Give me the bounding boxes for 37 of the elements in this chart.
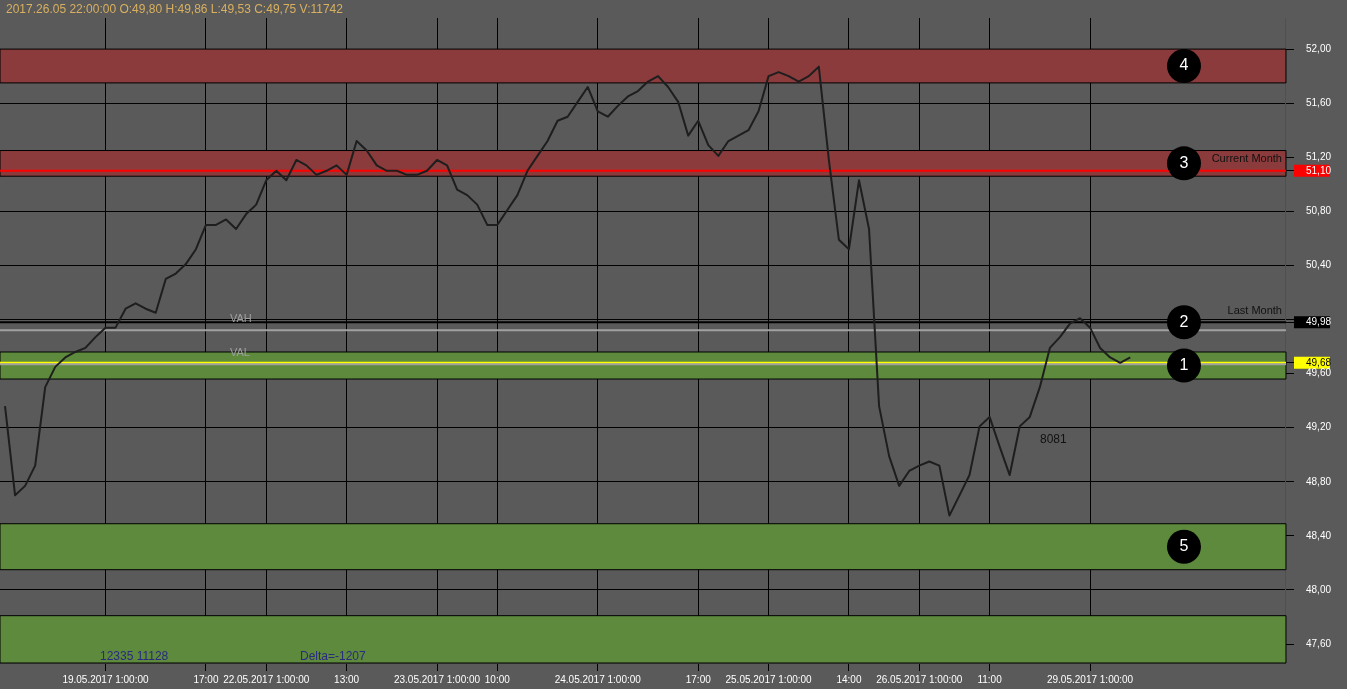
annotation: 12335 11128 [100,649,169,664]
x-tick-label: 23.05.2017 1:00:00 [393,673,481,685]
band-label: 3 [1179,153,1189,171]
y-tick-label: 50,80 [1305,205,1332,217]
y-tick-label: 47,60 [1305,637,1332,649]
x-tick-label: 10:00 [484,673,511,685]
band-label: 1 [1179,355,1189,373]
x-tick-label: 17:00 [685,673,712,685]
x-tick-label: 19.05.2017 1:00:00 [62,673,150,685]
chart-title: 2017.26.05 22:00:00 O:49,80 H:49,86 L:49,53 C:49,75 V:11742 [6,2,343,16]
y-tick-label: 51,60 [1305,96,1332,108]
annotation: 2 [1179,312,1189,330]
x-tick-label: 22.05.2017 1:00:00 [223,673,310,685]
x-tick-label: 26.05.2017 1:00:00 [876,673,963,685]
ref-line-label: Last Month [1227,303,1282,316]
x-tick-label: 14:00 [836,673,862,685]
y-tick-label: 51,20 [1305,151,1332,163]
x-tick-label: 13:00 [334,673,360,685]
y-tick-label: 52,00 [1305,42,1332,54]
y-tick-label: 48,00 [1305,583,1332,595]
y-tick-label: 48,40 [1305,529,1332,541]
x-tick-label: 25.05.2017 1:00:00 [725,673,813,685]
y-tick-label: 49,98 [1305,316,1332,327]
y-tick-label: 49,60 [1305,367,1332,379]
annotation: Delta=-1207 [300,649,367,664]
y-tick-label: 48,80 [1305,475,1332,487]
x-tick-label: 29.05.2017 1:00:00 [1046,673,1134,685]
y-tick-label: 49,20 [1305,421,1332,433]
x-tick-label: 11:00 [977,673,1003,685]
ref-line-label: Current Month [1211,152,1282,165]
band-label: 5 [1179,537,1189,555]
y-tick-label: 50,40 [1305,259,1332,271]
annotation: 8081 [1040,432,1068,447]
x-tick-label: 24.05.2017 1:00:00 [554,673,642,685]
x-tick-label: 17:00 [193,673,219,685]
ref-line-label: VAL [230,345,250,358]
band-label: 4 [1179,56,1189,74]
